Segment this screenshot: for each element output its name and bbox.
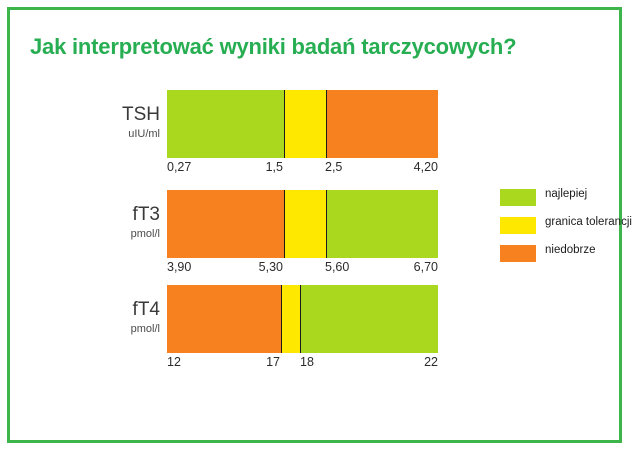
legend-swatch-green [500,189,536,206]
chart-row-ft3: fT3 pmol/l 3,90 5,30 5,60 6,70 [0,190,640,285]
legend-item-najlepiej: najlepiej [500,186,625,214]
legend-item-niedobrze: niedobrze [500,242,625,270]
row-label-name-tsh: TSH [122,104,160,125]
bar-segment-tsh-2 [325,90,438,158]
tick-tsh-2: 2,5 [325,160,343,174]
bar-ft4 [167,285,438,353]
bar-ft3 [167,190,438,258]
bar-tsh [167,90,438,158]
tick-tsh-3: 4,20 [413,160,438,174]
legend-label-niedobrze: niedobrze [545,244,596,256]
bar-segment-ft3-1 [283,190,326,258]
tick-ft4-0: 12 [167,355,181,369]
legend: najlepiej granica tolerancji niedobrze [500,186,632,270]
tick-ft4-3: 22 [424,355,438,369]
tick-tsh-0: 0,27 [167,160,192,174]
bar-segment-ft4-2 [299,285,438,353]
tick-ft3-0: 3,90 [167,260,192,274]
bar-segment-ft4-1 [280,285,300,353]
row-label-name-ft4: fT4 [132,299,160,320]
tick-labels-tsh: 0,27 1,5 2,5 4,20 [167,160,438,178]
bar-segment-ft4-0 [167,285,281,353]
row-label-name-ft3: fT3 [132,204,160,225]
tick-tsh-1: 1,5 [265,160,283,174]
legend-item-granica-tolerancji: granica tolerancji [500,214,632,242]
legend-swatch-orange [500,245,536,262]
tick-ft3-1: 5,30 [258,260,283,274]
page-title: Jak interpretować wyniki badań tarczycow… [30,34,517,59]
row-label-unit-tsh: uIU/ml [128,128,160,140]
tick-ft4-1: 17 [266,355,280,369]
row-label-unit-ft3: pmol/l [130,228,160,240]
tick-labels-ft4: 12 17 18 22 [167,355,438,373]
legend-label-granica-tolerancji: granica tolerancji [545,216,632,228]
chart-row-tsh: TSH uIU/ml 0,27 1,5 2,5 4,20 [0,90,640,185]
chart-row-ft4: fT4 pmol/l 12 17 18 22 [0,285,640,380]
bar-segment-ft3-2 [325,190,438,258]
legend-swatch-yellow [500,217,536,234]
tick-labels-ft3: 3,90 5,30 5,60 6,70 [167,260,438,278]
tick-ft3-2: 5,60 [325,260,350,274]
bar-segment-tsh-1 [283,90,326,158]
tick-ft4-2: 18 [300,355,314,369]
tick-ft3-3: 6,70 [413,260,438,274]
bar-segment-ft3-0 [167,190,284,258]
row-label-unit-ft4: pmol/l [130,323,160,335]
legend-label-najlepiej: najlepiej [545,188,588,200]
bar-segment-tsh-0 [167,90,284,158]
